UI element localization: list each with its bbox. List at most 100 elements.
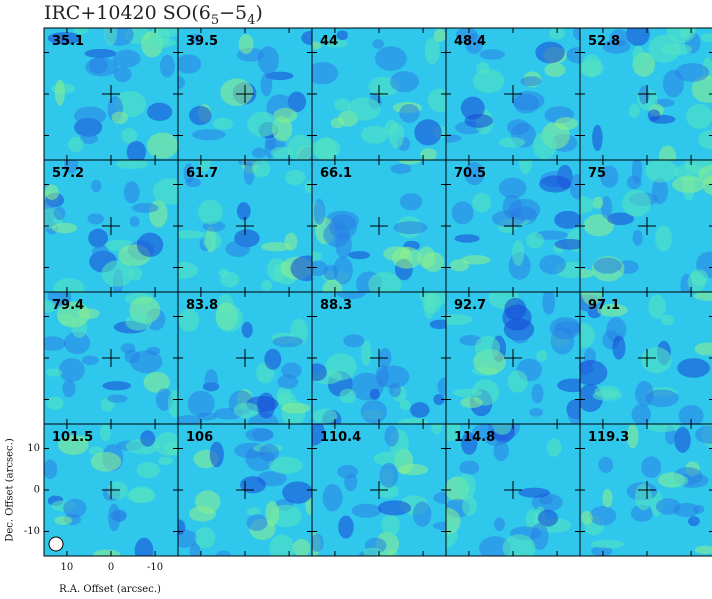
noise-blob xyxy=(628,104,640,118)
noise-blob xyxy=(641,456,662,478)
noise-blob xyxy=(178,230,205,239)
noise-blob xyxy=(493,440,509,462)
noise-blob xyxy=(398,418,429,424)
noise-blob xyxy=(261,242,292,252)
noise-blob xyxy=(412,501,432,527)
channel-label: 79.4 xyxy=(52,298,84,313)
noise-blob xyxy=(377,500,412,516)
noise-blob xyxy=(351,503,382,518)
noise-blob xyxy=(433,491,446,504)
noise-blob xyxy=(204,369,219,392)
noise-blob xyxy=(195,527,216,549)
noise-blob xyxy=(451,201,474,225)
channel-label: 52.8 xyxy=(588,34,620,49)
noise-blob xyxy=(312,533,324,552)
noise-blob xyxy=(104,28,118,46)
noise-blob xyxy=(216,550,231,556)
noise-blob xyxy=(557,378,580,393)
noise-blob xyxy=(592,390,623,401)
noise-blob xyxy=(136,461,161,479)
noise-blob xyxy=(379,462,399,488)
noise-blob xyxy=(292,539,311,556)
noise-blob xyxy=(125,313,152,331)
noise-blob xyxy=(108,503,121,532)
noise-blob xyxy=(375,46,407,71)
noise-blob xyxy=(147,102,173,121)
noise-blob xyxy=(592,196,604,209)
panel xyxy=(44,160,178,292)
noise-blob xyxy=(189,33,203,44)
noise-blob xyxy=(460,396,483,409)
panel xyxy=(446,424,580,556)
noise-blob xyxy=(72,28,89,35)
noise-blob xyxy=(635,483,652,511)
noise-blob xyxy=(52,222,78,234)
noise-blob xyxy=(167,389,178,418)
noise-blob xyxy=(178,261,199,279)
noise-blob xyxy=(334,98,351,111)
noise-blob xyxy=(151,28,178,37)
noise-blob xyxy=(646,424,680,433)
noise-blob xyxy=(506,119,530,135)
noise-blob xyxy=(663,474,689,488)
noise-blob xyxy=(87,213,104,225)
channel-label: 114.8 xyxy=(454,430,495,445)
noise-blob xyxy=(322,39,348,48)
noise-blob xyxy=(648,294,667,319)
noise-blob xyxy=(238,34,254,55)
channel-label: 70.5 xyxy=(454,166,486,181)
title-part: ) xyxy=(255,2,262,24)
noise-blob xyxy=(107,394,128,403)
noise-blob xyxy=(251,147,267,159)
noise-blob xyxy=(281,402,311,414)
noise-blob xyxy=(44,184,59,200)
panel xyxy=(312,424,446,556)
noise-blob xyxy=(81,355,99,366)
noise-blob xyxy=(539,254,566,275)
panel xyxy=(580,160,712,292)
panel xyxy=(580,28,712,160)
panel xyxy=(178,424,312,556)
noise-blob xyxy=(381,514,401,536)
title-part: −5 xyxy=(219,2,247,24)
noise-blob xyxy=(368,272,402,292)
noise-blob xyxy=(74,106,107,125)
noise-blob xyxy=(602,39,631,54)
noise-blob xyxy=(209,441,224,468)
noise-blob xyxy=(312,62,339,85)
noise-blob xyxy=(399,193,423,211)
noise-blob xyxy=(264,348,282,370)
noise-blob xyxy=(531,383,544,404)
noise-blob xyxy=(580,269,595,279)
noise-blob xyxy=(336,292,366,300)
panel xyxy=(44,292,178,424)
noise-blob xyxy=(185,178,202,188)
noise-blob xyxy=(631,160,643,184)
noise-blob xyxy=(399,399,411,411)
noise-blob xyxy=(322,279,343,292)
channel-label: 48.4 xyxy=(454,34,486,49)
noise-blob xyxy=(373,451,405,466)
noise-blob xyxy=(360,400,388,424)
noise-blob xyxy=(424,37,440,65)
noise-blob xyxy=(640,347,672,374)
noise-blob xyxy=(678,404,704,424)
noise-blob xyxy=(638,85,650,105)
noise-blob xyxy=(526,232,544,249)
noise-blob xyxy=(91,179,102,193)
noise-blob xyxy=(312,363,327,382)
noise-blob xyxy=(580,196,595,214)
noise-blob xyxy=(566,46,580,64)
noise-blob xyxy=(600,165,619,188)
noise-blob xyxy=(121,128,138,144)
noise-blob xyxy=(240,476,266,494)
noise-blob xyxy=(433,394,445,405)
noise-blob xyxy=(580,360,608,386)
noise-blob xyxy=(472,192,492,213)
noise-blob xyxy=(322,484,343,512)
noise-blob xyxy=(607,212,635,226)
noise-blob xyxy=(369,388,380,401)
noise-blob xyxy=(414,119,442,146)
noise-blob xyxy=(187,390,215,417)
noise-blob xyxy=(260,72,273,97)
